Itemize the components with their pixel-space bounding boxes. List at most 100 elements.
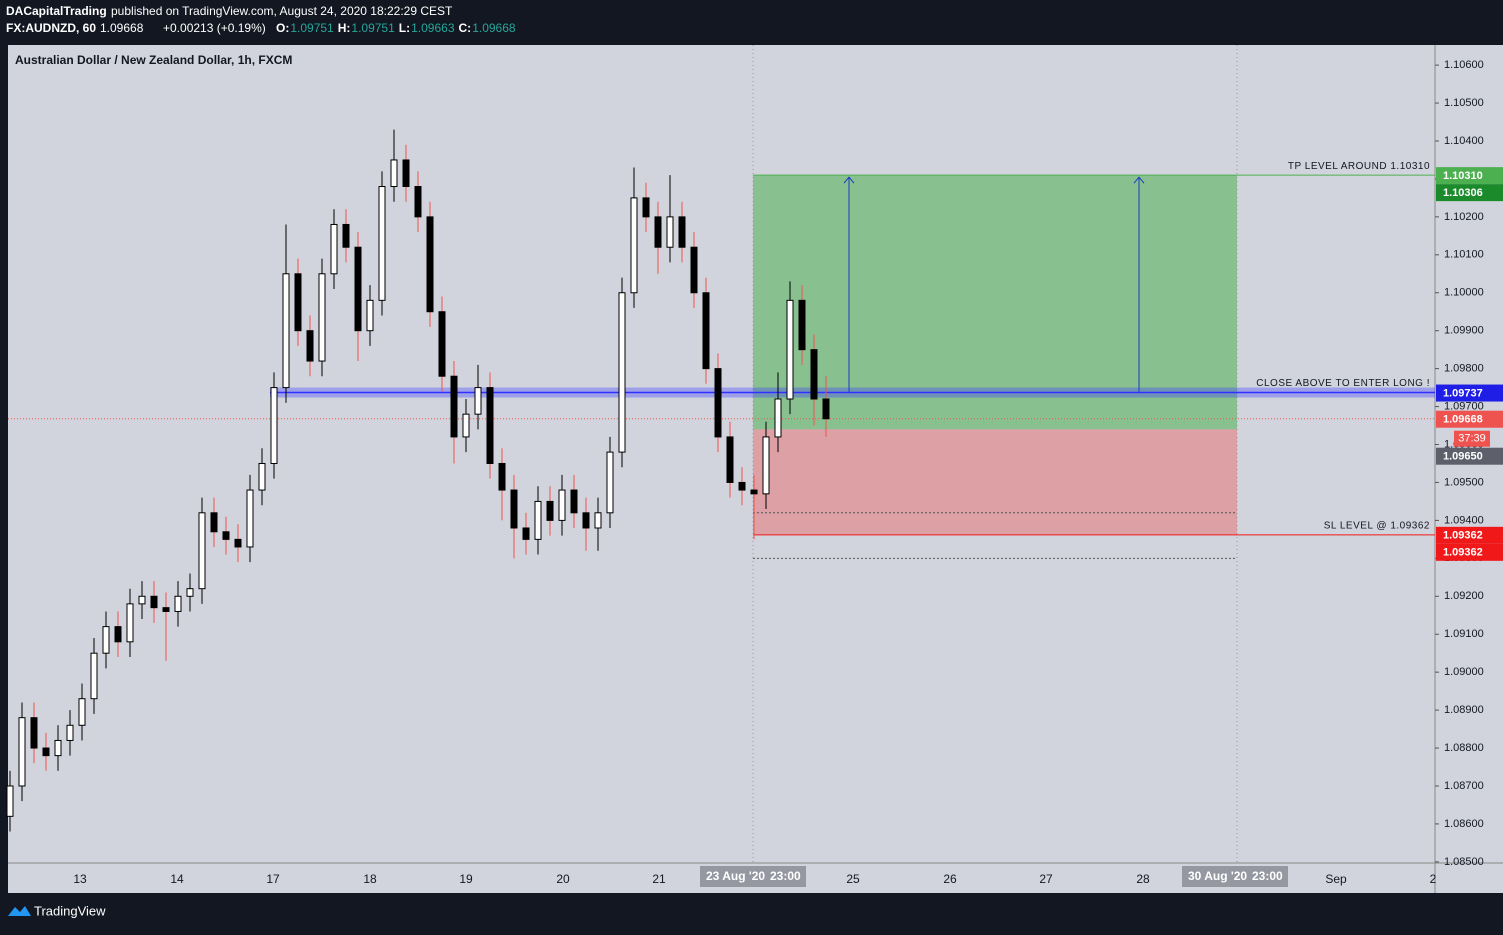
candle-body xyxy=(282,273,290,389)
candle-body xyxy=(534,500,542,540)
candle-body xyxy=(762,436,770,495)
candle-body xyxy=(402,159,410,188)
candle-body xyxy=(690,246,698,294)
candle-body xyxy=(414,186,422,218)
y-tick-label: 1.09200 xyxy=(1444,590,1484,602)
candle-body xyxy=(330,223,338,275)
candle-body xyxy=(738,481,746,491)
candle-body xyxy=(498,462,506,491)
candle-body xyxy=(18,717,26,787)
y-tick-label: 1.08800 xyxy=(1444,742,1484,754)
date-label: 30 Aug '20 xyxy=(1188,869,1247,883)
price-label-bg xyxy=(1436,184,1503,202)
ohlc-key: L: xyxy=(399,21,410,35)
x-tick-label: 20 xyxy=(556,872,570,886)
candle-body xyxy=(510,489,518,529)
x-tick-label: 19 xyxy=(459,872,473,886)
candle-body xyxy=(810,349,818,400)
candle-body xyxy=(306,330,314,362)
change: +0.00213 (+0.19%) xyxy=(163,21,266,35)
symbol: FX:AUDNZD, 60 xyxy=(6,21,96,35)
time-label: 23:00 xyxy=(1252,869,1283,883)
ohlc-value: 1.09751 xyxy=(290,21,334,35)
y-tick-label: 1.10100 xyxy=(1444,249,1484,261)
candle-body xyxy=(174,595,182,612)
y-tick-label: 1.10500 xyxy=(1444,97,1484,109)
y-tick-label: 1.10600 xyxy=(1444,59,1484,71)
y-tick-label: 1.10000 xyxy=(1444,287,1484,299)
ohlc-value: 1.09751 xyxy=(351,21,395,35)
candle-body xyxy=(138,595,146,605)
x-tick-label: 18 xyxy=(363,872,377,886)
price-label: 1.09737 xyxy=(1443,387,1483,399)
candle-body xyxy=(522,527,530,540)
price-label-bg xyxy=(1436,447,1503,465)
date-label: 23 Aug '20 xyxy=(706,869,765,883)
ohlc-key: C: xyxy=(459,21,472,35)
annotation: TP LEVEL AROUND 1.10310 xyxy=(1288,161,1430,172)
y-tick-label: 1.08700 xyxy=(1444,780,1484,792)
y-tick-label: 1.09400 xyxy=(1444,514,1484,526)
x-tick-label: 28 xyxy=(1136,872,1150,886)
countdown: 37:39 xyxy=(1458,433,1486,445)
y-tick-label: 1.09100 xyxy=(1444,628,1484,640)
ohlc-value: 1.09663 xyxy=(411,21,455,35)
candle-body xyxy=(114,626,122,643)
y-tick-label: 1.09900 xyxy=(1444,325,1484,337)
price: 1.09668 xyxy=(100,21,144,35)
candle-body xyxy=(246,489,254,548)
candle-body xyxy=(462,413,470,438)
candle-body xyxy=(606,451,614,514)
price-label: 1.09668 xyxy=(1443,414,1483,426)
candle-body xyxy=(6,785,14,817)
candle-body xyxy=(294,273,302,332)
candle-body xyxy=(270,387,278,464)
date-label-bg xyxy=(1182,866,1288,887)
time-label: 23:00 xyxy=(770,869,801,883)
y-tick-label: 1.09700 xyxy=(1444,400,1484,412)
price-label-bg xyxy=(1436,384,1503,402)
x-tick-label: Sep xyxy=(1325,872,1347,886)
x-tick-label: 17 xyxy=(266,872,280,886)
candle-body xyxy=(90,652,98,700)
price-label: 1.10306 xyxy=(1443,187,1483,199)
candle-body xyxy=(426,216,434,313)
y-tick-label: 1.09800 xyxy=(1444,363,1484,375)
candle-body xyxy=(366,299,374,332)
y-tick-label: 1.10400 xyxy=(1444,135,1484,147)
y-tick-label: 1.08500 xyxy=(1444,856,1484,868)
y-tick-label: 1.09000 xyxy=(1444,666,1484,678)
price-label: 1.09362 xyxy=(1443,547,1483,559)
price-label: 1.09362 xyxy=(1443,530,1483,542)
logo xyxy=(8,906,31,916)
candle-body xyxy=(66,724,74,741)
candle-body xyxy=(486,387,494,464)
ohlc-key: O: xyxy=(276,21,289,35)
chart-layer: 1.106001.105001.104001.103001.102001.101… xyxy=(6,45,1503,887)
candle-body xyxy=(582,512,590,529)
price-label: 1.09650 xyxy=(1443,451,1483,463)
stop-zone xyxy=(753,429,1237,535)
brand: TradingView xyxy=(34,903,106,918)
y-tick-label: 1.08900 xyxy=(1444,704,1484,716)
candle-body xyxy=(342,223,350,248)
candle-body xyxy=(654,216,662,248)
arrow-head xyxy=(843,176,855,184)
ohlc-value: 1.09668 xyxy=(472,21,516,35)
candle-body xyxy=(702,292,710,370)
date-label-bg xyxy=(700,866,806,887)
price-label: 1.10310 xyxy=(1443,170,1483,182)
candle-body xyxy=(630,197,638,294)
candle-body xyxy=(30,717,38,749)
candle-body xyxy=(162,607,170,612)
candle-body xyxy=(714,368,722,438)
x-tick-label: 2 xyxy=(1430,872,1437,886)
candle-body xyxy=(450,375,458,438)
candle-body xyxy=(798,299,806,351)
candle-body xyxy=(594,512,602,529)
candle-body xyxy=(150,595,158,609)
x-tick-label: 26 xyxy=(943,872,957,886)
price-label-bg xyxy=(1436,167,1503,185)
